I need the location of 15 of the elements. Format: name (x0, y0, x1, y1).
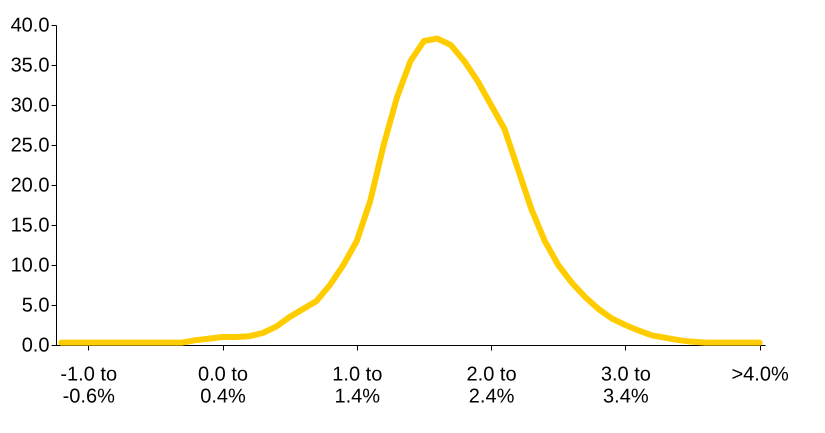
y-tick-label: 15.0 (10, 214, 50, 236)
y-tick-label: 40.0 (10, 14, 50, 36)
y-tick-label: 30.0 (10, 94, 50, 116)
x-tick-label: >4.0% (731, 364, 789, 386)
x-tick-label: 1.0 to 1.4% (332, 364, 382, 408)
x-tick-label: 0.0 to 0.4% (198, 364, 248, 408)
y-tick-label: 35.0 (10, 54, 50, 76)
y-tick-label: 0.0 (22, 334, 50, 356)
y-tick-label: 10.0 (10, 254, 50, 276)
x-tick-label: -1.0 to -0.6% (60, 364, 118, 408)
x-tick-label: 3.0 to 3.4% (600, 364, 651, 408)
y-tick-label: 5.0 (22, 294, 50, 316)
y-tick-label: 25.0 (10, 134, 50, 156)
y-tick-label: 20.0 (10, 174, 50, 196)
x-tick-label: 2.0 to 2.4% (466, 364, 517, 408)
